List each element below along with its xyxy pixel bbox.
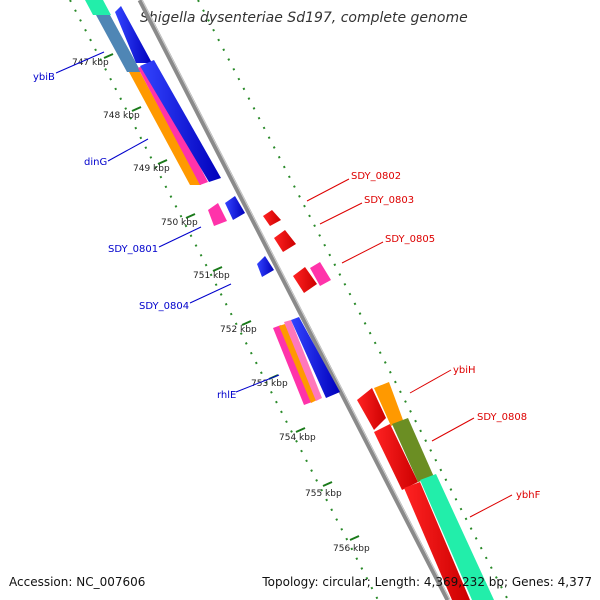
gene-label-sdy0803[interactable]: SDY_0803	[364, 195, 414, 206]
tick-label-752: 752 kbp	[220, 325, 257, 335]
forward-gene-sdy0804	[257, 256, 274, 277]
aqua-gene-ybhf	[420, 474, 494, 600]
gene-label-rhle[interactable]: rhlE	[217, 390, 236, 401]
tick-label-755: 755 kbp	[305, 489, 342, 499]
gene-label-ding[interactable]: dinG	[84, 157, 107, 168]
gene-label-sdy0805[interactable]: SDY_0805	[385, 234, 435, 245]
leader-line-sdy0803	[319, 202, 363, 225]
map-title: Shigella dysenteriae Sd197, complete gen…	[140, 10, 468, 26]
reverse-gene-sdy0802	[263, 210, 281, 226]
steel-gene-ybib	[96, 15, 141, 72]
gene-label-sdy0802[interactable]: SDY_0802	[351, 171, 401, 182]
forward-gene-sdy0801	[225, 196, 245, 220]
pink-gene-rhle	[273, 325, 312, 405]
gene-label-sdy0804[interactable]: SDY_0804	[139, 301, 189, 312]
forward-gene-rhle	[291, 317, 340, 398]
tick-label-751: 751 kbp	[193, 271, 230, 281]
orange-gene-ding	[129, 72, 201, 185]
leader-line-ybhf	[469, 494, 513, 518]
forward-gene-ding	[140, 60, 221, 182]
gene-label-sdy0801[interactable]: SDY_0801	[108, 244, 158, 255]
genome-backbone-highlight	[141, 0, 451, 600]
leader-line-sdy0805	[341, 241, 384, 264]
inner-dotted-guide	[69, 0, 379, 600]
tick-label-754: 754 kbp	[279, 433, 316, 443]
gene-label-sdy0808[interactable]: SDY_0808	[477, 412, 527, 423]
leader-line-sdy0808	[431, 417, 475, 442]
leader-line-rhle	[235, 374, 280, 393]
orange-gene-rhle	[279, 324, 317, 403]
leader-line-ding	[107, 138, 149, 162]
topology-text: Topology: circular; Length: 4,369,232 bp…	[261, 575, 592, 589]
reverse-gene-ybhf	[404, 482, 470, 600]
tick-label-749: 749 kbp	[133, 164, 170, 174]
outer-dotted-guide	[197, 0, 509, 600]
tick-label-747: 747 kbp	[72, 58, 109, 68]
olive-gene-sdy0808	[392, 418, 434, 482]
tick-label-756: 756 kbp	[333, 544, 370, 554]
pink-gene-sdy0805	[310, 262, 331, 286]
tick-label-748: 748 kbp	[103, 111, 140, 121]
tick-label-753: 753 kbp	[251, 379, 288, 389]
forward-gene-top	[115, 6, 152, 63]
reverse-gene-sdy0805a	[293, 267, 317, 293]
reverse-gene-sdy0808	[374, 424, 418, 490]
tick-label-750: 750 kbp	[161, 218, 198, 228]
pink-gene-sdy0801	[208, 203, 227, 226]
leader-line-sdy0802	[306, 178, 350, 202]
gene-label-ybhf[interactable]: ybhF	[516, 490, 541, 501]
leader-line-sdy0804	[189, 283, 232, 304]
pink-gene-rhle-2	[284, 320, 322, 401]
orange-gene-ybih	[374, 382, 403, 426]
gene-label-ybib[interactable]: ybiB	[33, 72, 55, 83]
aqua-gene-top	[85, 0, 111, 15]
leader-line-ybih	[409, 369, 452, 394]
reverse-gene-ybih	[357, 388, 386, 430]
reverse-gene-sdy0803	[274, 230, 296, 252]
genome-backbone	[137, 0, 451, 600]
accession-text: Accession: NC_007606	[9, 575, 145, 589]
tick-marks	[103, 53, 360, 541]
leader-line-ybib	[55, 51, 105, 74]
pink-gene-ding	[138, 64, 208, 185]
leader-line-sdy0801	[158, 226, 202, 248]
gene-label-ybih[interactable]: ybiH	[453, 365, 476, 376]
